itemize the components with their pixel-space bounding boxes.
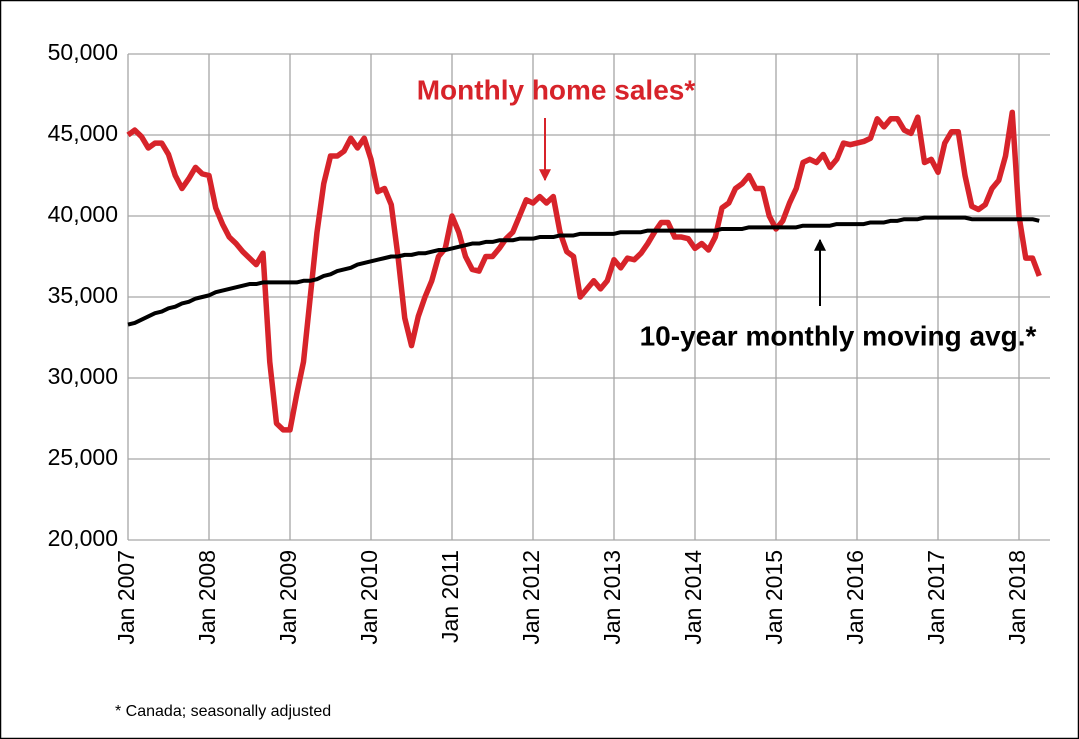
x-tick-label: Jan 2010 [356,550,382,645]
series-label: Monthly home sales* [417,74,696,105]
y-tick-label: 50,000 [48,39,118,65]
y-tick-label: 25,000 [48,444,118,470]
x-tick-label: Jan 2012 [518,550,544,645]
grid [127,53,1050,541]
x-tick-label: Jan 2007 [113,550,139,645]
y-tick-label: 20,000 [48,525,118,551]
x-tick-label: Jan 2016 [842,550,868,645]
x-tick-label: Jan 2015 [761,550,787,645]
x-tick-label: Jan 2009 [275,550,301,645]
lines [126,109,1042,433]
series-line [127,215,1040,327]
footnote: * Canada; seasonally adjusted [115,703,331,720]
series-label: 10-year monthly moving avg.* [640,320,1037,351]
series-line [126,109,1042,433]
x-tick-label: Jan 2017 [923,550,949,645]
y-tick-label: 30,000 [48,363,118,389]
y-tick-label: 40,000 [48,201,118,227]
y-tick-label: 35,000 [48,282,118,308]
x-tick-label: Jan 2018 [1004,550,1030,645]
x-tick-label: Jan 2008 [194,550,220,645]
x-tick-label: Jan 2013 [599,550,625,645]
x-tick-label: Jan 2011 [437,550,463,643]
y-tick-label: 45,000 [48,120,118,146]
x-tick-label: Jan 2014 [680,550,706,645]
